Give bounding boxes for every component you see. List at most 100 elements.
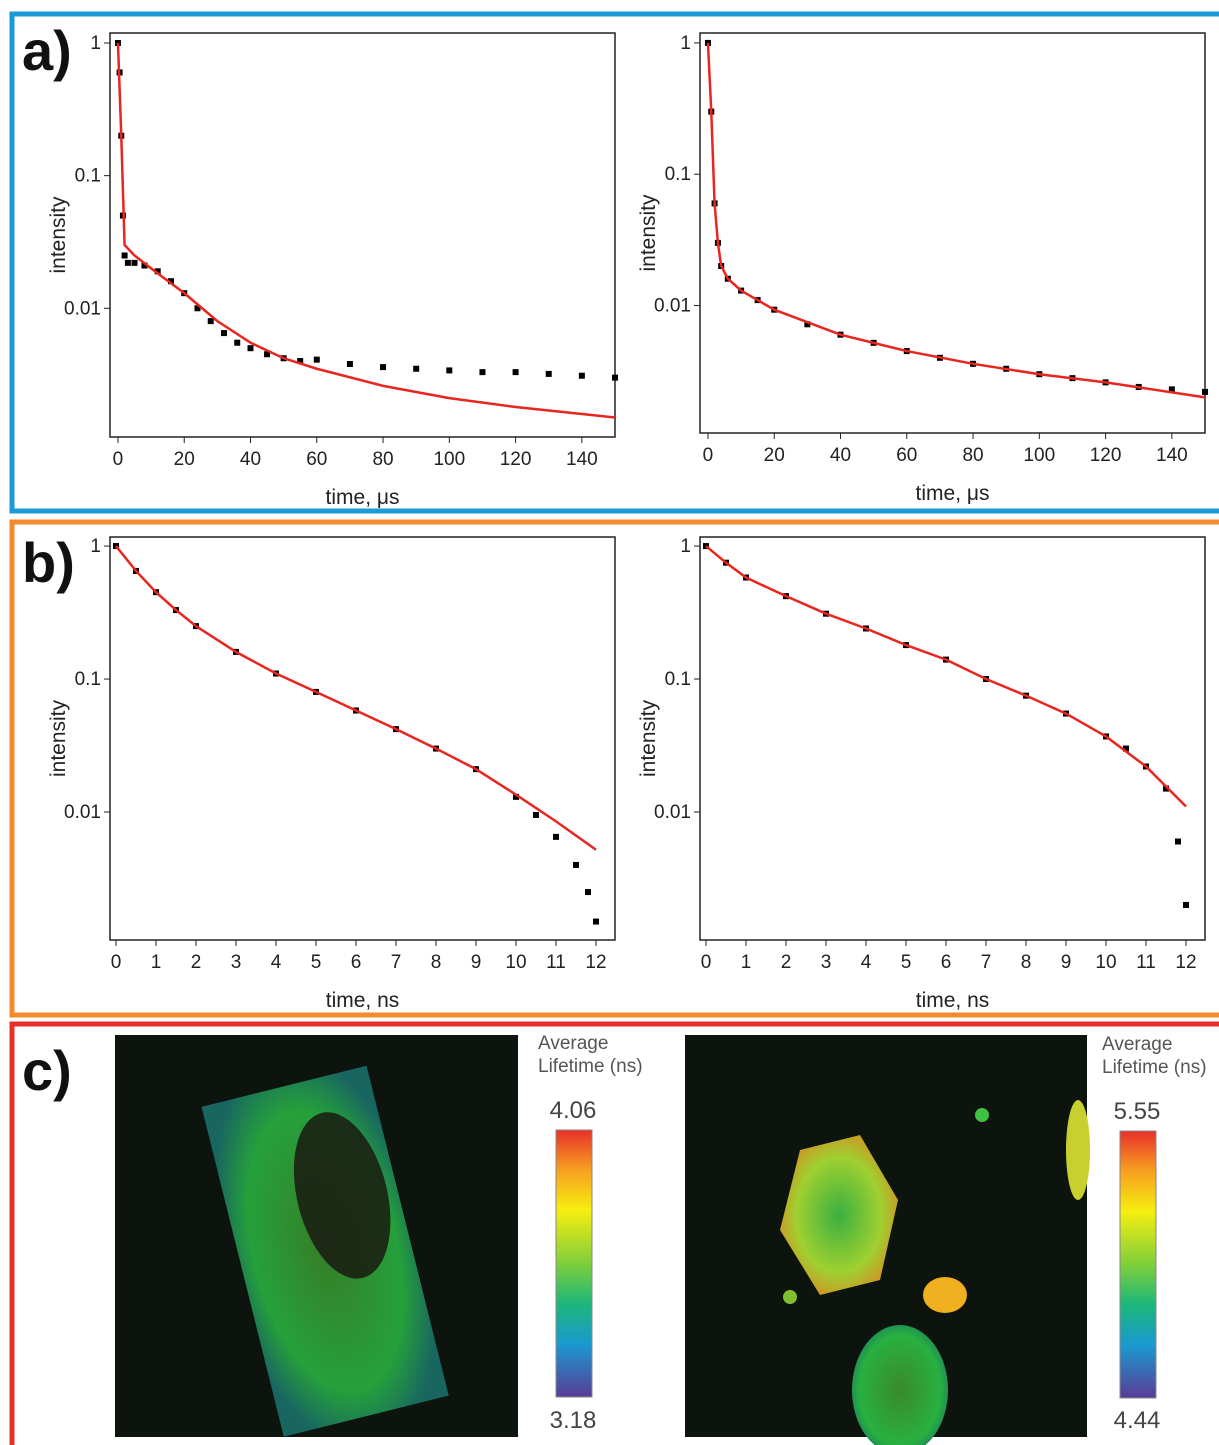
panel-label: b) [22,531,75,594]
x-tick-label: 40 [240,449,261,470]
x-tick-label: 80 [372,449,393,470]
x-tick-label: 8 [431,952,442,973]
data-point [1123,745,1129,752]
data-point [1183,901,1189,908]
data-point [346,361,353,368]
x-tick-label: 0 [701,952,712,973]
plot-frame [109,32,616,438]
x-tick-label: 4 [861,952,872,973]
colorbar-min: 4.44 [1114,1407,1161,1434]
x-tick-label: 3 [821,952,832,973]
x-tick-label: 11 [546,952,566,973]
y-tick-label: 0.01 [64,802,101,823]
x-tick-label: 3 [231,952,242,973]
colorbar-min: 3.18 [550,1407,597,1434]
crystal [975,1108,989,1122]
x-tick-label: 9 [1061,952,1072,973]
x-tick-label: 8 [1021,952,1032,973]
x-tick-label: 12 [1175,952,1196,973]
y-tick-label: 0.01 [654,802,691,823]
data-point [585,889,591,896]
data-point [131,259,138,266]
data-point [141,262,148,269]
data-point [578,372,585,379]
fit-line [706,42,1206,399]
x-tick-label: 140 [566,449,598,470]
x-tick-label: 140 [1156,445,1188,466]
data-point [573,861,579,868]
crystal [783,1290,797,1304]
x-tick-label: 9 [471,952,482,973]
x-tick-label: 60 [896,445,917,466]
panel-a-border [9,11,1219,514]
x-tick-label: 12 [585,952,606,973]
data-point [446,367,453,374]
y-tick-label: 0.1 [665,164,691,185]
data-point [264,351,271,358]
y-tick-label: 1 [680,33,691,54]
x-tick-label: 5 [901,952,912,973]
data-point [234,339,241,346]
x-tick-label: 120 [1090,445,1122,466]
data-point [612,374,618,381]
x-tick-label: 4 [271,952,282,973]
panel-c-border [9,1021,1219,1445]
data-point [553,833,559,840]
data-point [220,330,227,337]
y-tick-label: 1 [680,536,691,557]
y-tick-label: 1 [90,33,101,54]
x-tick-label: 20 [764,445,785,466]
data-point [533,811,539,818]
x-tick-label: 0 [111,952,122,973]
data-point [207,318,214,325]
data-point [804,321,811,328]
x-tick-label: 80 [962,445,983,466]
x-tick-label: 100 [1023,445,1055,466]
x-axis-label: time, μs [326,486,400,509]
x-tick-label: 0 [703,445,714,466]
x-tick-label: 100 [433,449,465,470]
x-tick-label: 2 [781,952,792,973]
fit-line [705,545,1187,808]
data-point [479,369,486,376]
data-point [1168,386,1175,393]
data-point [1163,785,1169,792]
data-point [380,364,387,371]
colorbar-title: Average Lifetime (ns) [1102,1034,1207,1078]
x-tick-label: 2 [191,952,202,973]
crystal [852,1325,948,1445]
fit-line [115,545,597,851]
x-tick-label: 11 [1136,952,1156,973]
y-tick-label: 0.01 [64,298,101,319]
x-tick-label: 1 [151,952,162,973]
crystal [201,1065,449,1437]
plot-frame [699,32,1206,434]
y-tick-label: 1 [90,536,101,557]
x-axis-label: time, ns [916,989,990,1012]
x-axis-label: time, μs [916,482,990,505]
crystal [780,1135,898,1295]
data-point [124,259,131,266]
x-tick-label: 7 [981,952,992,973]
colorbar [1119,1130,1157,1399]
crystal [1066,1100,1090,1200]
data-point [413,365,420,372]
x-tick-label: 7 [391,952,402,973]
plot-frame [109,536,616,941]
x-tick-label: 40 [830,445,851,466]
y-tick-label: 0.1 [75,166,101,187]
data-point [513,793,519,800]
y-axis-label: intensity [637,699,660,777]
x-axis-label: time, ns [326,989,400,1012]
y-axis-label: intensity [47,196,70,274]
x-tick-label: 60 [306,449,327,470]
fit-line [116,42,616,419]
y-tick-label: 0.01 [654,296,691,317]
plot-frame [699,536,1206,941]
x-tick-label: 120 [500,449,532,470]
data-point [247,345,254,352]
data-point [313,356,320,363]
data-point [593,918,599,925]
